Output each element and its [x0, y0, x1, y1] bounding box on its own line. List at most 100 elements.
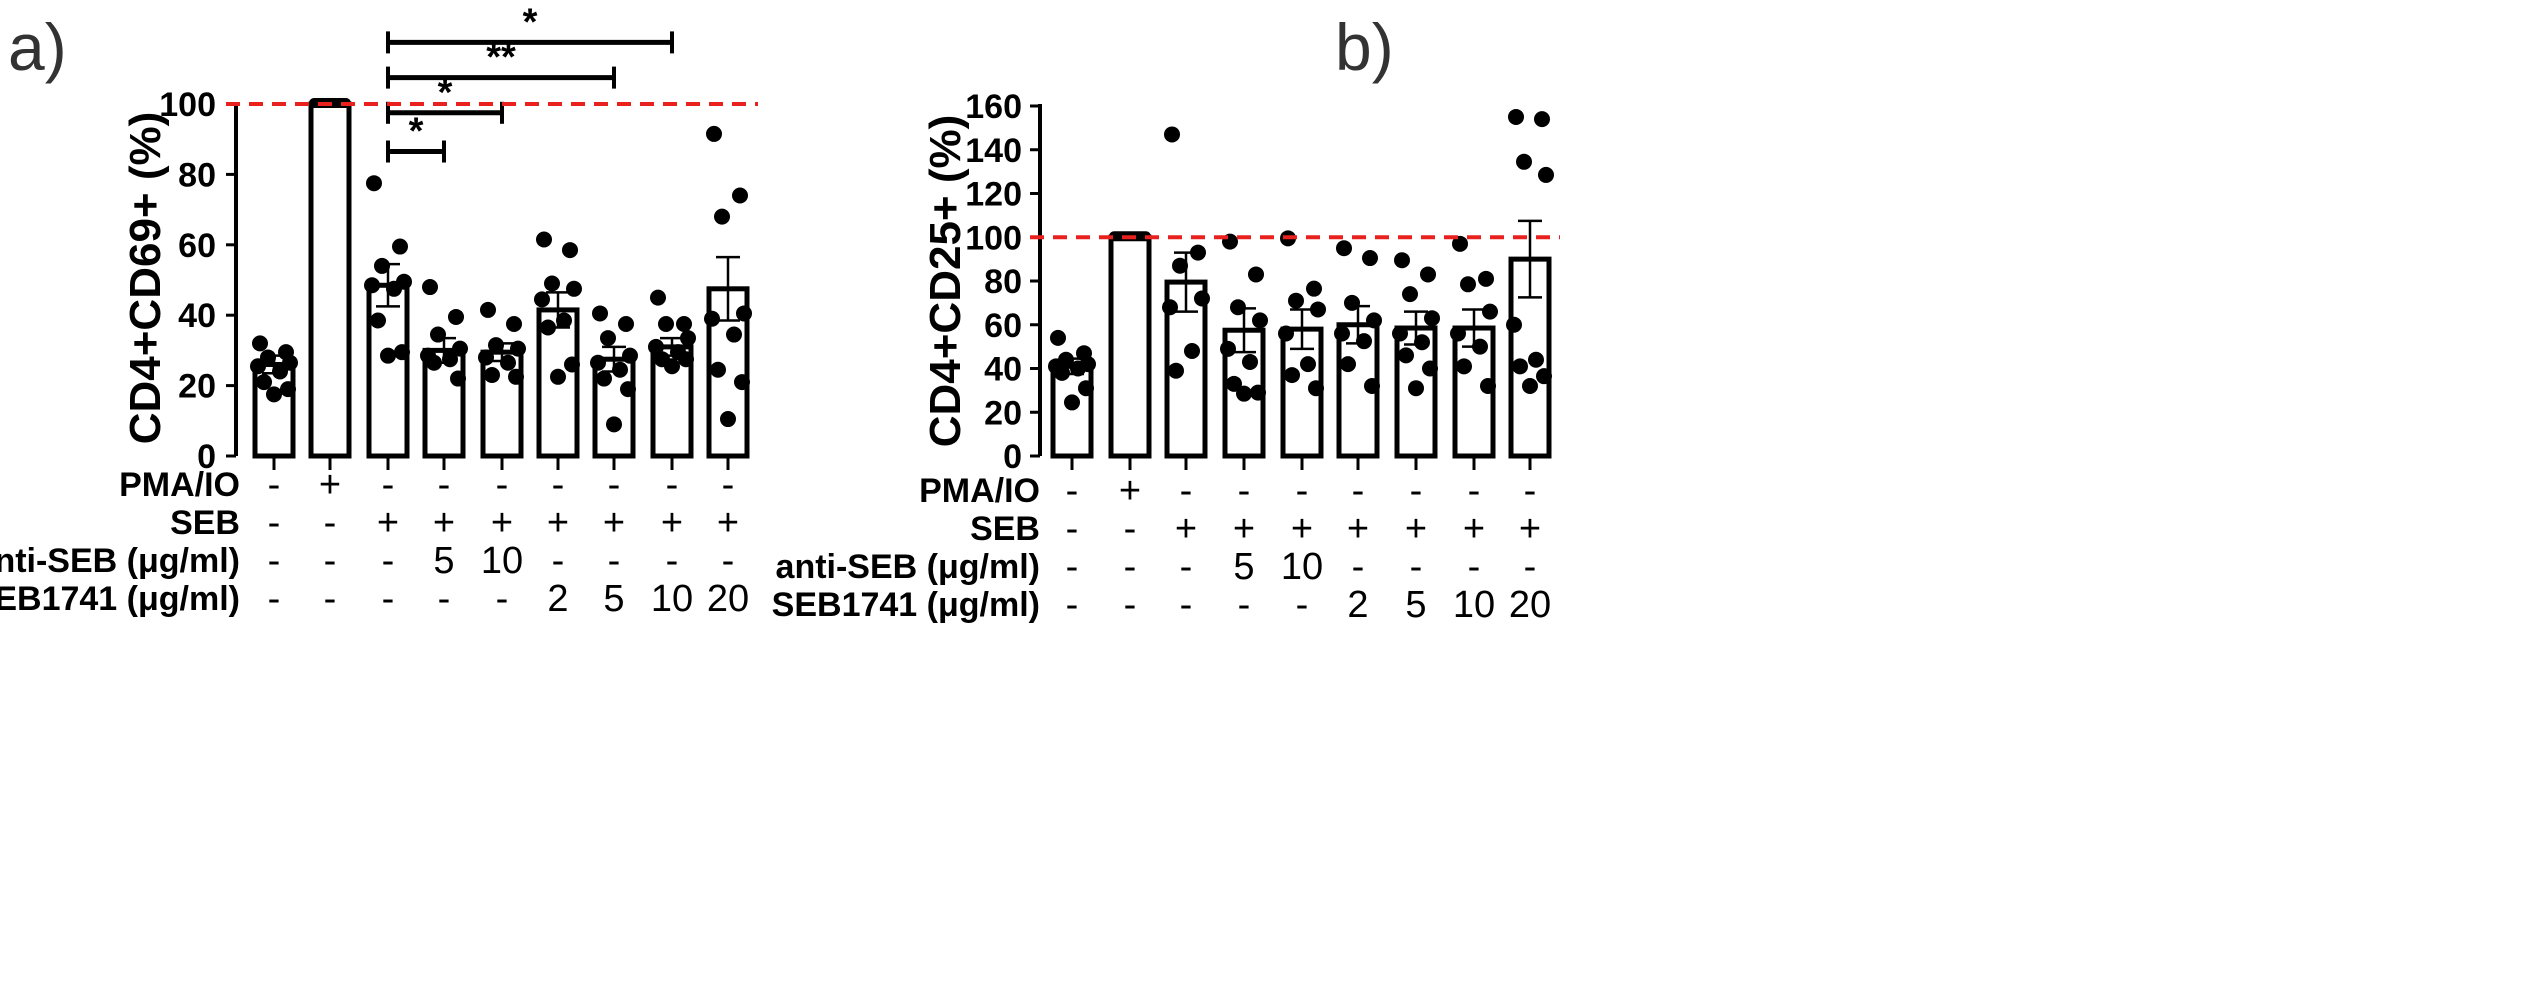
panel-b-point-1-6: [1070, 360, 1086, 377]
panel-b-point-7-7: [1398, 347, 1414, 364]
panel-a-row-label-3: anti-SEB (μg/ml): [0, 542, 240, 580]
panel-a-point-5-2: [506, 316, 522, 332]
panel-a-cell-3-8: -: [666, 540, 679, 582]
panel-a-cell-4-3: -: [382, 578, 395, 620]
panel-a-cell-3-9: -: [722, 540, 735, 582]
panel-b-cell-1-9: -: [1524, 470, 1537, 512]
panel-a-point-4-4: [452, 340, 468, 357]
panel-b-cell-3-4: 5: [1233, 546, 1254, 588]
panel-a-y-axis: 0 20 40 60 80 100: [159, 86, 758, 476]
panel-a-row-label-1: PMA/IO: [119, 466, 240, 504]
panel-a-row-label-4: SEB1741 (μg/ml): [0, 580, 240, 618]
panel-b-cell-1-7: -: [1410, 470, 1423, 512]
panel-b-y-tick-label-60: 60: [984, 307, 1022, 345]
panel-b-cell-2-5: +: [1291, 508, 1313, 550]
panel-b-point-7-6: [1414, 334, 1430, 351]
panel-a-point-9-2: [732, 187, 748, 204]
panel-b-point-6-6: [1356, 333, 1372, 350]
panel-b-point-3-4: [1194, 290, 1210, 307]
panel-b-point-6-7: [1340, 356, 1356, 373]
panel-b-point-4-7: [1226, 375, 1242, 392]
panel-b-y-tick-label-160: 160: [965, 88, 1022, 126]
panel-b-point-9-2: [1534, 111, 1550, 128]
panel-a-point-4-3: [430, 326, 446, 343]
panel-a-point-1-5: [250, 358, 266, 375]
panel-a-point-9-1: [706, 125, 722, 142]
panel-a-cell-3-6: -: [552, 540, 565, 582]
panel-b-point-9-9: [1522, 378, 1538, 394]
panel-b-cell-4-7: 5: [1405, 584, 1426, 626]
panel-b-cell-1-5: -: [1296, 470, 1309, 512]
panel-b-point-7-4: [1424, 310, 1440, 327]
panel-b-point-6-5: [1334, 325, 1350, 342]
panel-b-cell-1-8: -: [1468, 470, 1481, 512]
panel-a-point-1-8: [280, 381, 296, 398]
panel-b-point-8-7: [1456, 358, 1472, 375]
panel-b-point-1-1: [1050, 329, 1066, 346]
panel-b-cell-1-3: -: [1180, 470, 1193, 512]
panel-a-point-1-9: [266, 386, 282, 403]
panel-b-point-6-1: [1336, 240, 1352, 257]
panel-b-point-1-7: [1054, 364, 1070, 381]
panel-b-cell-1-6: -: [1352, 470, 1365, 512]
panel-b-cell-2-8: +: [1463, 508, 1485, 550]
panel-a-point-7-4: [622, 347, 638, 364]
panel-a-point-6-7: [540, 319, 556, 336]
panel-b-cell-4-9: 20: [1509, 584, 1551, 626]
panel-a-cell-2-3: +: [377, 502, 399, 544]
panel-a-bars: *****: [250, 1, 752, 459]
panel-b-point-6-3: [1344, 294, 1360, 311]
panel-a-y-tick-label-20: 20: [178, 368, 216, 406]
panel-a-point-3-8: [394, 344, 410, 361]
panel-b-point-4-8: [1250, 384, 1266, 401]
panel-a-point-8-8: [678, 351, 694, 368]
panel-a-point-7-2: [618, 316, 634, 332]
panel-a-cell-4-4: -: [438, 578, 451, 620]
panel-b-point-7-3: [1402, 286, 1418, 303]
panel-b-point-8-5: [1450, 325, 1466, 342]
panel-a-point-6-8: [564, 356, 580, 373]
panel-a-point-3-1: [366, 175, 382, 192]
panel-a-cell-2-1: -: [268, 502, 281, 544]
panel-a-point-4-7: [426, 354, 442, 371]
panel-a-point-4-6: [442, 351, 458, 368]
panel-b-y-tick-label-140: 140: [965, 132, 1022, 170]
panel-b-point-3-2: [1190, 244, 1206, 261]
panel-b-y-axis-title: CD4+CD25+ (%): [921, 115, 970, 448]
panel-b-cell-3-5: 10: [1281, 546, 1323, 588]
panel-b-cell-3-1: -: [1066, 546, 1079, 588]
panel-a-row-label-2: SEB: [170, 504, 240, 542]
panel-b-point-9-8: [1536, 368, 1552, 385]
panel-b-cell-4-6: 2: [1347, 584, 1368, 626]
panel-a-point-9-9: [720, 411, 736, 428]
panel-b-point-4-6: [1242, 353, 1258, 370]
panel-b-point-3-6: [1184, 343, 1200, 359]
panel-b-cell-2-6: +: [1347, 508, 1369, 550]
panel-b-cell-1-2: +: [1119, 470, 1141, 512]
panel-b-point-9-7: [1512, 358, 1528, 375]
panel-b-point-5-8: [1308, 380, 1324, 397]
panel-b-point-9-5: [1506, 316, 1522, 333]
panel-a-point-9-6: [726, 326, 742, 343]
panel-a-point-9-5: [704, 310, 720, 327]
panel-b-row-label-3: anti-SEB (μg/ml): [776, 548, 1040, 586]
panel-a-cell-4-7: 5: [603, 578, 624, 620]
panel-a-cell-4-2: -: [324, 578, 337, 620]
panel-a-cell-2-2: -: [324, 502, 337, 544]
panel-a-point-1-1: [252, 335, 268, 352]
panel-a-significance-label-4: *: [523, 1, 538, 43]
panel-b-y-axis: 0 20 40 60 80 100 120 140 160: [965, 88, 1560, 476]
panel-a-point-9-4: [736, 305, 752, 322]
panel-a-cell-1-7: -: [608, 464, 621, 506]
panel-b-cell-2-2: -: [1124, 508, 1137, 550]
panel-a-point-6-5: [534, 291, 550, 308]
panel-a-point-5-8: [508, 368, 524, 385]
panel-a-point-6-3: [544, 275, 560, 292]
panel-b-point-8-8: [1480, 378, 1496, 394]
panel-b-point-9-3: [1516, 153, 1532, 170]
panel-b: b) CD4+CD25+ (%) 0 20 40 60 80 100 120 140 160 P…: [772, 10, 1560, 626]
panel-b-point-9-4: [1538, 166, 1554, 183]
panel-a-point-6-4: [566, 280, 582, 297]
panel-b-cell-3-6: -: [1352, 546, 1365, 588]
panel-b-condition-table: PMA/IO - + - - - - - - -SEB - - + + + + + + +anti-SEB (μg/…: [772, 470, 1551, 626]
